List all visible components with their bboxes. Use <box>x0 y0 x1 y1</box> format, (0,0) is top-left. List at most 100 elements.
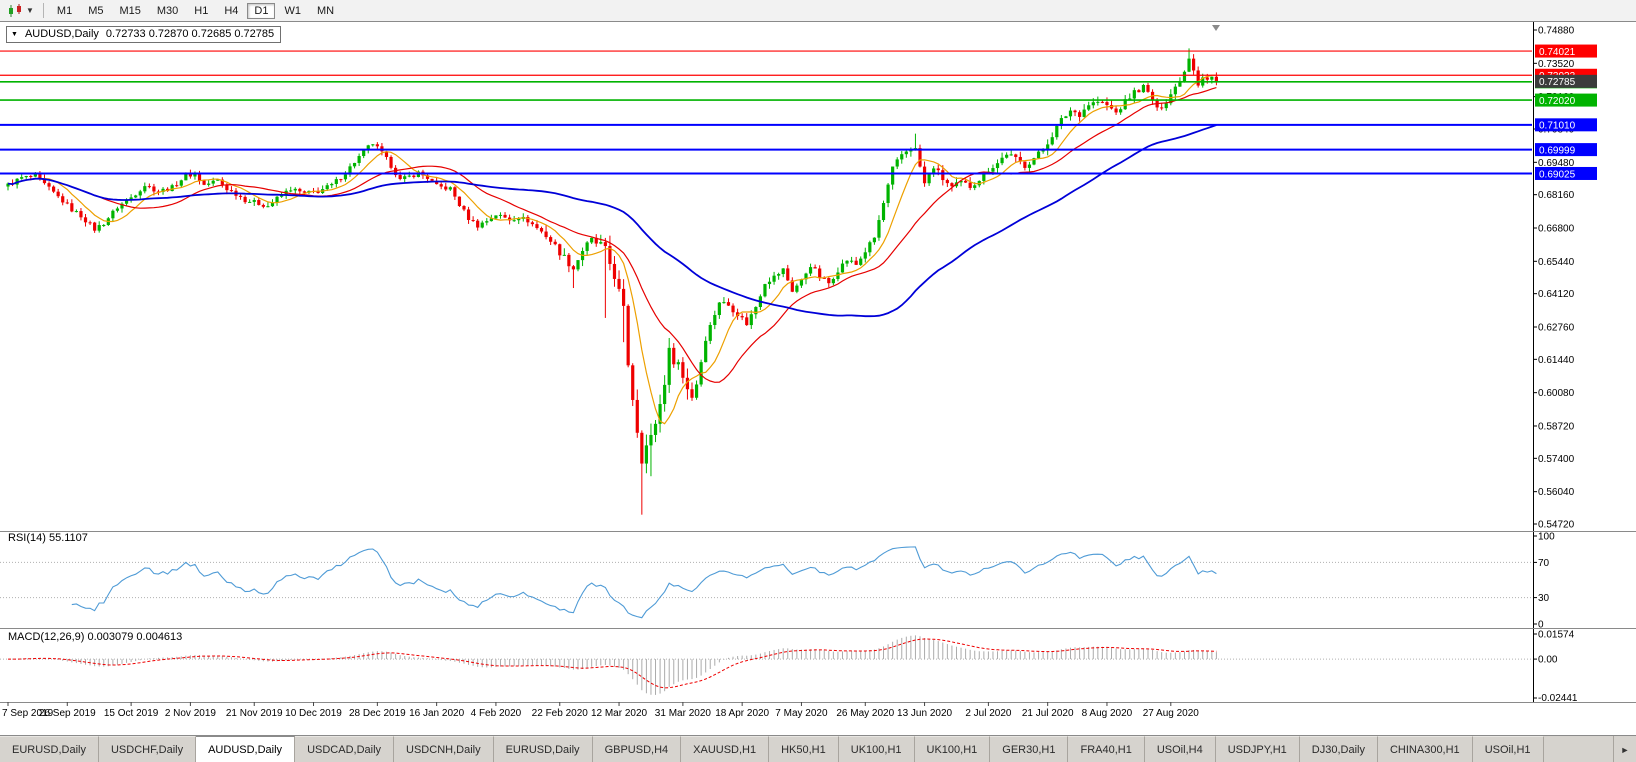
x-axis-label: 21 Jul 2020 <box>1022 708 1074 719</box>
chart-tab-china300-h1[interactable]: CHINA300,H1 <box>1377 736 1473 762</box>
rsi-axis: 100 70 30 0 <box>1533 532 1555 631</box>
svg-text:0.72020: 0.72020 <box>1539 96 1576 107</box>
x-axis-label: 28 Dec 2019 <box>349 708 406 719</box>
x-axis-label: 2 Jul 2020 <box>965 708 1012 719</box>
price-tick-label: 0.69480 <box>1538 158 1575 169</box>
candlestick-chart-icon <box>9 3 21 17</box>
rsi-tick-label: 100 <box>1538 532 1555 543</box>
timeframe-button-h1[interactable]: H1 <box>194 4 209 17</box>
chart-tab-gbpusd-h4[interactable]: GBPUSD,H4 <box>592 736 682 762</box>
rsi-line <box>71 546 1217 619</box>
macd-tick-label: -0.02441 <box>1538 693 1578 704</box>
ma-60-line <box>7 124 1217 318</box>
chart-tab-usdjpy-h1[interactable]: USDJPY,H1 <box>1215 736 1300 762</box>
x-axis-label: 10 Dec 2019 <box>285 708 342 719</box>
x-axis-label: 22 Feb 2020 <box>532 708 589 719</box>
x-axis-label: 31 Mar 2020 <box>655 708 712 719</box>
x-axis-label: 7 Sep 2019 <box>2 708 54 719</box>
chart-type-button[interactable]: ▼ <box>4 3 37 19</box>
chart-tabs-bar: EURUSD,Daily USDCHF,Daily AUDUSD,Daily USDC… <box>0 735 1636 762</box>
price-label-0.72020: 0.72020 <box>1535 93 1597 107</box>
price-label-0.71010: 0.71010 <box>1535 118 1597 132</box>
timeframe-button-w1[interactable]: W1 <box>284 4 301 17</box>
price-label-0.69025: 0.69025 <box>1535 166 1597 180</box>
chart-tab-uk100-h1[interactable]: UK100,H1 <box>914 736 991 762</box>
x-axis-label: 26 May 2020 <box>836 708 894 719</box>
ohlc-values: 0.72733 0.72870 0.72685 0.72785 <box>105 28 275 40</box>
svg-text:0.69025: 0.69025 <box>1539 169 1576 180</box>
svg-text:0.72785: 0.72785 <box>1539 77 1576 88</box>
chart-background <box>0 22 1636 735</box>
symbol-ohlc-label: ▼ AUDUSD,Daily 0.72733 0.72870 0.72685 0… <box>6 26 282 43</box>
price-tick-label: 0.64120 <box>1538 289 1575 300</box>
price-tick-label: 0.62760 <box>1538 322 1575 333</box>
rsi-tick-label: 70 <box>1538 558 1550 569</box>
rsi-tick-label: 30 <box>1538 593 1550 604</box>
price-tick-label: 0.60080 <box>1538 388 1575 399</box>
chart-tab-usoil-h4[interactable]: USOil,H4 <box>1144 736 1216 762</box>
chart-tab-usdcad-daily[interactable]: USDCAD,Daily <box>295 736 395 762</box>
price-tick-label: 0.57400 <box>1538 454 1575 465</box>
x-axis-label: 16 Jan 2020 <box>409 708 464 719</box>
timeframe-button-m1[interactable]: M1 <box>56 4 73 17</box>
svg-text:0.74021: 0.74021 <box>1539 47 1576 58</box>
price-tick-label: 0.58720 <box>1538 421 1575 432</box>
chart-tab-eurusd-daily[interactable]: EURUSD,Daily <box>0 736 99 762</box>
rsi-indicator-label: RSI(14) 55.1107 <box>8 532 88 544</box>
chart-tab-usoil-h1[interactable]: USOil,H1 <box>1472 736 1544 762</box>
toolbar-separator <box>42 3 44 18</box>
chart-shift-marker[interactable] <box>1212 25 1220 31</box>
macd-indicator-label: MACD(12,26,9) 0.003079 0.004613 <box>8 631 183 643</box>
timeframe-buttons: M1 M5 M15 M30 H1 H4 D1 W1 MN <box>50 2 341 19</box>
collapse-arrow-icon[interactable]: ▼ <box>11 30 18 38</box>
x-axis-label: 21 Nov 2019 <box>226 708 283 719</box>
timeframe-button-d1[interactable]: D1 <box>247 2 276 19</box>
current-price-label: 0.72785 <box>1535 74 1597 88</box>
price-chart-canvas[interactable]: 0.748800.735200.721600.708400.694800.681… <box>0 22 1636 735</box>
chart-tab-audusd-daily[interactable]: AUDUSD,Daily <box>196 736 296 762</box>
timeframe-button-m5[interactable]: M5 <box>88 4 104 17</box>
rsi-tick-label: 0 <box>1538 620 1544 631</box>
x-axis-label: 26 Sep 2019 <box>39 708 96 719</box>
x-axis-label: 8 Aug 2020 <box>1082 708 1133 719</box>
price-tick-label: 0.73520 <box>1538 59 1575 70</box>
x-axis-label: 12 Mar 2020 <box>591 708 648 719</box>
timeframe-button-mn[interactable]: MN <box>316 4 335 17</box>
svg-text:0.71010: 0.71010 <box>1539 121 1576 132</box>
symbol-name: AUDUSD,Daily <box>24 28 99 40</box>
timeframe-toolbar: ▼ M1 M5 M15 M30 H1 H4 D1 W1 MN <box>0 0 1636 22</box>
x-axis-label: 18 Apr 2020 <box>715 708 769 719</box>
timeframe-button-h4[interactable]: H4 <box>224 4 239 17</box>
price-tick-label: 0.54720 <box>1538 520 1575 531</box>
price-tick-label: 0.61440 <box>1538 355 1575 366</box>
chart-tabs: EURUSD,Daily USDCHF,Daily AUDUSD,Daily USDC… <box>0 736 1613 762</box>
timeframe-button-m15[interactable]: M15 <box>119 4 141 17</box>
chart-tab-hk50-h1[interactable]: HK50,H1 <box>769 736 839 762</box>
timeframe-button-m30[interactable]: M30 <box>156 4 179 17</box>
chart-tab-ger30-h1[interactable]: GER30,H1 <box>990 736 1069 762</box>
price-tick-label: 0.74880 <box>1538 26 1575 37</box>
chart-tab-xauusd-h1[interactable]: XAUUSD,H1 <box>681 736 770 762</box>
x-axis-label: 2 Nov 2019 <box>165 708 217 719</box>
x-axis-label: 27 Aug 2020 <box>1143 708 1200 719</box>
chart-tab-eurusd-daily[interactable]: EURUSD,Daily <box>493 736 593 762</box>
x-axis-label: 7 May 2020 <box>775 708 828 719</box>
chevron-down-icon: ▼ <box>26 6 34 15</box>
chart-tab-usdcnh-daily[interactable]: USDCNH,Daily <box>394 736 494 762</box>
chart-area[interactable]: 0.748800.735200.721600.708400.694800.681… <box>0 22 1636 735</box>
x-axis-label: 13 Jun 2020 <box>897 708 952 719</box>
svg-text:0.69999: 0.69999 <box>1539 145 1576 156</box>
price-tick-label: 0.66800 <box>1538 223 1575 234</box>
tab-scroll-button[interactable]: ► <box>1613 736 1636 762</box>
macd-axis: 0.01574 0.00 -0.02441 <box>1533 630 1578 704</box>
chart-tab-uk100-h1[interactable]: UK100,H1 <box>838 736 915 762</box>
x-axis-label: 4 Feb 2020 <box>471 708 522 719</box>
chart-tab-usdchf-daily[interactable]: USDCHF,Daily <box>98 736 197 762</box>
macd-signal-line <box>8 638 1217 689</box>
price-tick-label: 0.68160 <box>1538 190 1575 201</box>
macd-tick-label: 0.00 <box>1538 655 1558 666</box>
chart-tab-fra40-h1[interactable]: FRA40,H1 <box>1068 736 1145 762</box>
chart-tab-dj30-daily[interactable]: DJ30,Daily <box>1299 736 1378 762</box>
